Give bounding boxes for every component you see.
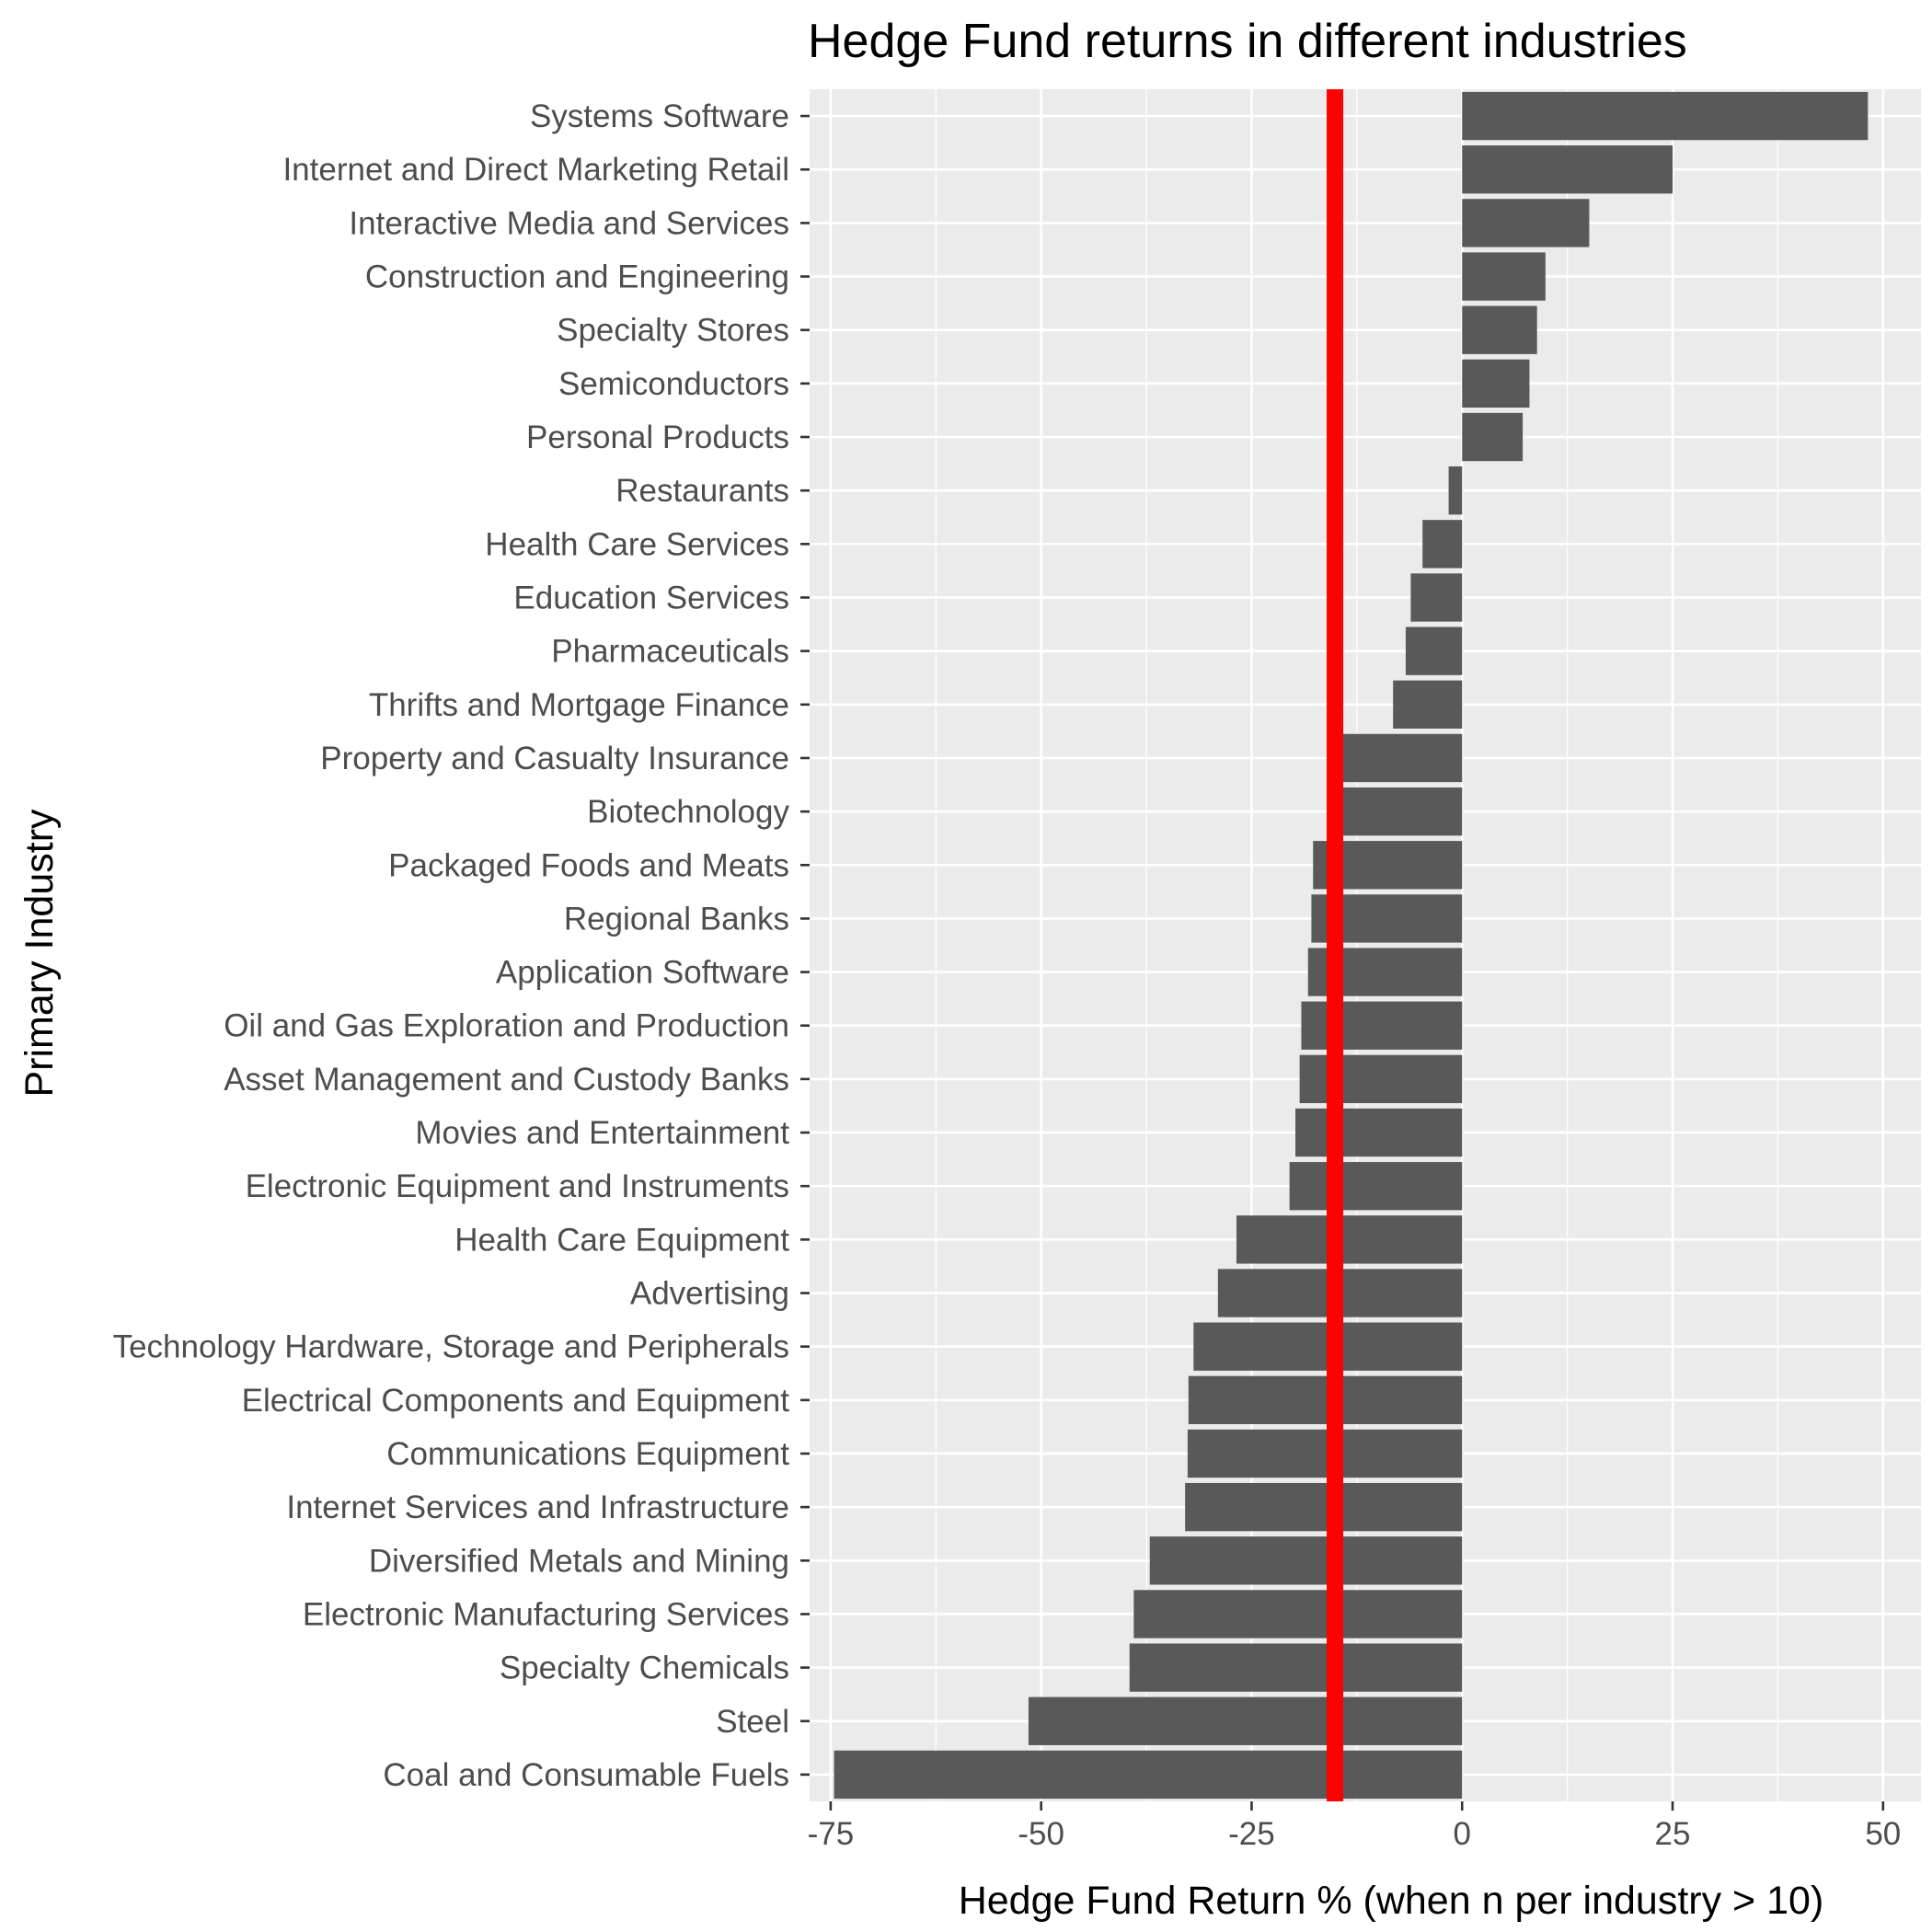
- y-tick-label: Application Software: [496, 955, 789, 991]
- y-tick-label: Advertising: [630, 1276, 789, 1312]
- y-tick-label: Communications Equipment: [386, 1436, 789, 1472]
- x-tick-label: 25: [1655, 1816, 1691, 1852]
- x-axis-ticks: [829, 1801, 1885, 1811]
- y-tick-label: Internet and Direct Marketing Retail: [282, 152, 789, 188]
- y-axis-tick-labels: Systems Software Internet and Direct Mark…: [113, 98, 790, 1793]
- y-tick-label: Electrical Components and Equipment: [242, 1383, 790, 1419]
- y-tick-label: Packaged Foods and Meats: [388, 847, 789, 883]
- bar: [1339, 787, 1463, 836]
- bar: [1422, 520, 1463, 569]
- bar: [1295, 1108, 1463, 1157]
- bar: [1028, 1696, 1463, 1745]
- bar: [1410, 573, 1463, 622]
- chart-title: Hedge Fund returns in different industri…: [808, 15, 1687, 68]
- bar: [1185, 1482, 1463, 1532]
- y-tick-label: Electronic Equipment and Instruments: [246, 1168, 789, 1204]
- x-axis-title: Hedge Fund Return % (when n per industry…: [959, 1879, 1824, 1923]
- y-axis-title: Primary Industry: [17, 809, 62, 1098]
- bars: [834, 91, 1869, 1800]
- x-tick-label: -75: [808, 1816, 855, 1852]
- x-tick-label: 0: [1454, 1816, 1471, 1852]
- x-tick-label: -25: [1228, 1816, 1275, 1852]
- y-tick-label: Interactive Media and Services: [349, 205, 789, 241]
- y-tick-label: Diversified Metals and Mining: [369, 1543, 789, 1579]
- y-tick-label: Regional Banks: [564, 901, 789, 937]
- y-tick-label: Steel: [716, 1704, 789, 1740]
- y-tick-label: Biotechnology: [587, 794, 789, 830]
- y-tick-label: Restaurants: [615, 473, 789, 509]
- y-tick-label: Education Services: [513, 580, 789, 615]
- y-tick-label: Electronic Manufacturing Services: [303, 1596, 789, 1632]
- bar: [1448, 466, 1463, 515]
- y-tick-label: Systems Software: [530, 98, 789, 134]
- y-tick-label: Coal and Consumable Fuels: [383, 1757, 789, 1793]
- bar: [1188, 1375, 1463, 1424]
- bar: [834, 1750, 1463, 1800]
- bar: [1462, 91, 1869, 141]
- y-tick-label: Health Care Services: [485, 526, 789, 562]
- bar: [1301, 1001, 1463, 1050]
- y-tick-label: Movies and Entertainment: [415, 1115, 789, 1151]
- y-axis-ticks: [800, 114, 810, 1777]
- y-tick-label: Specialty Stores: [557, 313, 789, 349]
- bar: [1393, 680, 1463, 729]
- bar: [1462, 199, 1590, 247]
- bar: [1462, 252, 1546, 301]
- bar: [1299, 1054, 1463, 1104]
- y-tick-label: Oil and Gas Exploration and Production: [224, 1008, 789, 1044]
- bar: [1462, 412, 1524, 462]
- y-tick-label: Semiconductors: [558, 366, 789, 402]
- bar: [1462, 305, 1537, 354]
- y-tick-label: Pharmaceuticals: [551, 634, 789, 670]
- x-tick-label: -50: [1018, 1816, 1064, 1852]
- y-tick-label: Technology Hardware, Storage and Periphe…: [113, 1329, 789, 1365]
- y-tick-label: Thrifts and Mortgage Finance: [369, 687, 789, 723]
- bar: [1149, 1536, 1463, 1585]
- x-axis-tick-labels: -75 -50 -25 0 25 50: [808, 1816, 1902, 1852]
- y-tick-label: Construction and Engineering: [365, 259, 789, 295]
- y-tick-label: Property and Casualty Insurance: [320, 741, 789, 776]
- y-tick-label: Asset Management and Custody Banks: [224, 1062, 789, 1098]
- bar: [1340, 733, 1463, 783]
- y-tick-label: Specialty Chemicals: [500, 1650, 789, 1686]
- bar: [1187, 1429, 1463, 1478]
- bar: [1462, 359, 1530, 408]
- bar: [1129, 1643, 1463, 1692]
- y-tick-label: Internet Services and Infrastructure: [286, 1489, 789, 1525]
- x-tick-label: 50: [1865, 1816, 1901, 1852]
- bar: [1236, 1215, 1463, 1264]
- bar: [1405, 627, 1463, 675]
- bar: [1289, 1162, 1463, 1211]
- y-tick-label: Health Care Equipment: [454, 1222, 789, 1258]
- y-tick-label: Personal Products: [526, 420, 789, 455]
- bar: [1462, 145, 1673, 194]
- bar: [1133, 1590, 1463, 1639]
